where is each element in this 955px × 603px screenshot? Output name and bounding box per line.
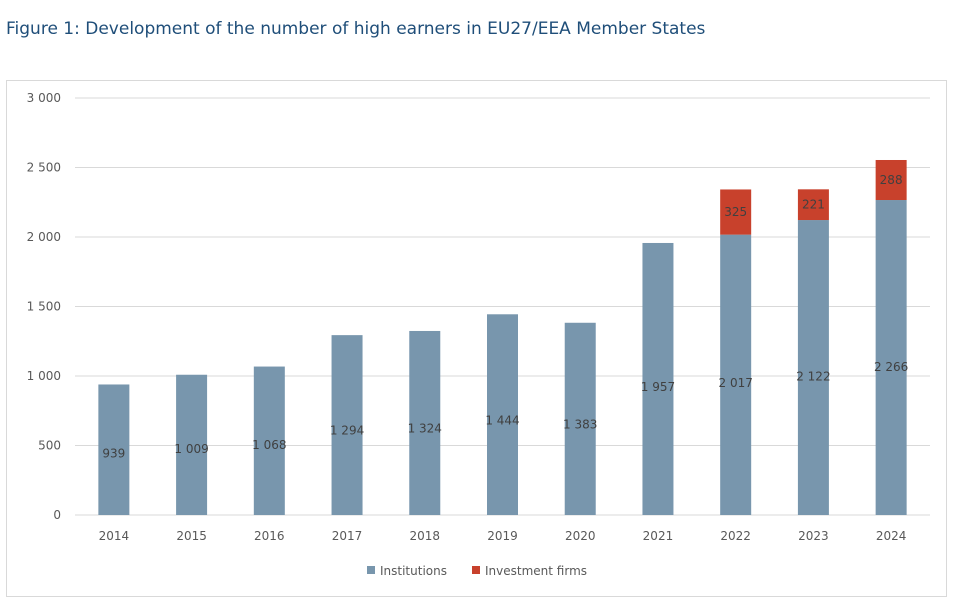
data-label-institutions: 1 009	[174, 442, 208, 456]
bar-institutions	[720, 234, 752, 515]
x-tick-label: 2018	[409, 529, 440, 543]
bar-institutions	[176, 374, 208, 515]
y-tick-label: 0	[53, 508, 61, 522]
legend-label-investment-firms: Investment firms	[485, 564, 587, 578]
x-tick-label: 2023	[798, 529, 829, 543]
x-tick-label: 2019	[487, 529, 518, 543]
data-label-investment-firms: 221	[802, 198, 825, 212]
x-tick-label: 2022	[720, 529, 751, 543]
y-tick-label: 2 500	[27, 161, 61, 175]
y-tick-label: 500	[38, 439, 61, 453]
bar-institutions	[253, 366, 285, 515]
bar-institutions	[875, 200, 907, 515]
data-label-institutions: 1 444	[485, 414, 519, 428]
bar-institutions	[797, 220, 829, 516]
data-label-investment-firms: 288	[880, 173, 903, 187]
y-tick-label: 1 000	[27, 369, 61, 383]
bar-investment-firms	[797, 189, 829, 221]
bar-institutions	[331, 335, 363, 515]
x-tick-label: 2017	[332, 529, 363, 543]
y-axis-ticks: 0 500 1 000 1 500 2 000 2 500 3 000	[27, 91, 61, 522]
data-labels: 939 1 009 1 068 1 294 1 324 1 444 1 383 1 957 2 …	[102, 173, 908, 461]
y-tick-label: 2 000	[27, 230, 61, 244]
data-label-institutions: 1 383	[563, 418, 597, 432]
x-tick-label: 2016	[254, 529, 285, 543]
bar-institutions	[564, 322, 596, 515]
data-label-institutions: 939	[102, 447, 125, 461]
y-tick-label: 1 500	[27, 300, 61, 314]
bar-investment-firms	[875, 159, 907, 201]
data-label-institutions: 1 068	[252, 438, 286, 452]
data-label-institutions: 2 266	[874, 360, 908, 374]
bar-institutions	[642, 242, 674, 516]
data-label-institutions: 1 324	[408, 422, 442, 436]
figure-title: Figure 1: Development of the number of h…	[6, 19, 706, 39]
x-tick-label: 2014	[99, 529, 130, 543]
chart-frame	[6, 80, 947, 597]
legend-swatch-investment-firms	[472, 566, 480, 574]
legend: Institutions Investment firms	[367, 564, 587, 578]
x-tick-label: 2020	[565, 529, 596, 543]
data-label-institutions: 2 122	[796, 369, 830, 383]
y-tick-label: 3 000	[27, 91, 61, 105]
x-tick-label: 2024	[876, 529, 907, 543]
bar-institutions	[409, 330, 441, 515]
bar-institutions	[98, 384, 130, 515]
x-tick-label: 2021	[643, 529, 674, 543]
x-axis-ticks: 2014 2015 2016 2017 2018 2019 2020 2021 2022 2023…	[99, 529, 907, 543]
bar-institutions	[487, 314, 518, 515]
data-label-investment-firms: 325	[724, 205, 747, 219]
data-label-institutions: 1 957	[641, 380, 675, 394]
data-label-institutions: 1 294	[330, 423, 364, 437]
bars	[98, 159, 907, 516]
x-tick-label: 2015	[176, 529, 207, 543]
bar-investment-firms	[720, 189, 752, 235]
data-label-institutions: 2 017	[719, 376, 753, 390]
legend-swatch-institutions	[367, 566, 375, 574]
legend-label-institutions: Institutions	[380, 564, 447, 578]
